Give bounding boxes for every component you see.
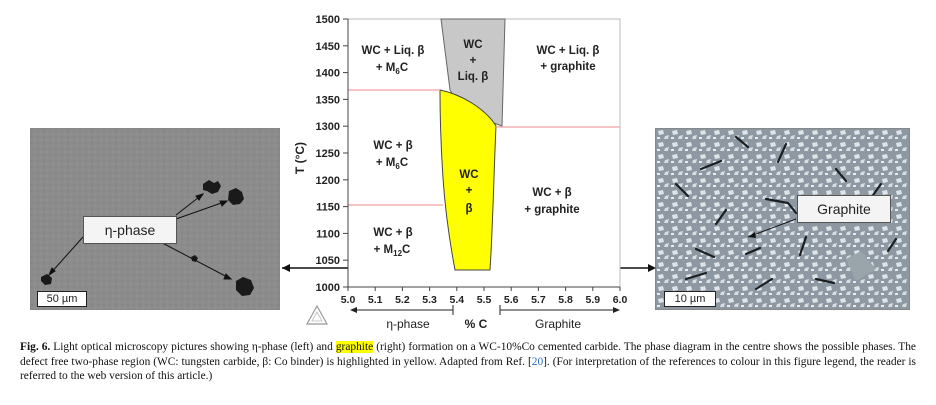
region-mid-left-line2: + M6C [376, 157, 408, 171]
x-tick-label: 5.1 [368, 294, 383, 306]
graphite-callout: Graphite [797, 195, 891, 223]
reference-link[interactable]: 20 [531, 355, 544, 368]
subscript: 12 [393, 249, 402, 258]
y-tick-label: 1200 [316, 175, 340, 187]
y-tick-label: 1000 [316, 282, 340, 294]
x-tick-label: 5.5 [477, 294, 492, 306]
region-bottom-left-line1: WC + β [373, 227, 412, 239]
region-top-left-line2: + M6C [376, 62, 408, 76]
region-top-right-line2: + graphite [540, 61, 595, 73]
boundary-lines [348, 89, 620, 206]
bottom-annotation: η-phase % C Graphite [350, 305, 620, 331]
region-bottom-left-text-c: C [402, 244, 410, 256]
subscript: 6 [395, 162, 400, 171]
region-mid-right-line1: WC + β [532, 187, 571, 199]
caption-text-1: Light optical microscopy pictures showin… [50, 341, 336, 353]
eta-phase-micrograph: η-phase 50 µm [30, 128, 280, 310]
x-tick-label: 6.0 [613, 294, 628, 306]
caption-text-2: (right) formation on a WC-10%Co cemented… [20, 341, 916, 368]
y-axis-label: T (°C) [293, 142, 307, 174]
x-tick-label: 5.3 [422, 294, 437, 306]
caption-text-3: ]. (For interpretation of the references… [20, 355, 916, 383]
y-tick-label: 1400 [316, 68, 340, 80]
graphite-micrograph: Graphite 10 µm [655, 128, 910, 310]
y-tick-label: 1300 [316, 121, 340, 133]
region-centre-line3: β [465, 203, 472, 215]
graphite-direction-label: Graphite [535, 317, 581, 331]
y-tick-label: 1350 [316, 94, 340, 106]
figure-label: Fig. 6. [20, 341, 51, 353]
region-mid-left-text-c: C [400, 157, 408, 169]
y-tick-label: 1500 [316, 14, 340, 26]
region-centre-line2: + [466, 185, 473, 197]
subscript: 6 [395, 67, 400, 76]
x-tick-label: 5.4 [449, 294, 464, 306]
scale-bar-label: 50 µm [46, 293, 78, 305]
x-tick-label: 5.8 [558, 294, 573, 306]
phase-diagram: 1500 1450 1400 1350 1300 1250 1200 1150 1100 1050… [293, 14, 628, 331]
y-tick-label: 1250 [316, 148, 340, 160]
two-phase-region [439, 89, 497, 271]
region-centre-line1: WC [459, 169, 478, 181]
region-top-left-line1: WC + Liq. β [362, 45, 425, 57]
region-bottom-left-text: + M [374, 244, 394, 256]
region-bottom-left-line2: + M12C [374, 244, 411, 258]
region-top-left-text-c: C [400, 62, 408, 74]
region-mid-right-line2: + graphite [524, 204, 579, 216]
x-axis: 5.0 5.1 5.2 5.3 5.4 5.5 5.6 5.7 5.8 5.9 6.0 [341, 286, 628, 306]
region-mid-left-text: + M [376, 157, 396, 169]
eta-phase-direction-label: η-phase [386, 317, 430, 331]
y-tick-label: 1450 [316, 41, 340, 53]
publisher-logo [305, 304, 329, 325]
y-axis: 1500 1450 1400 1350 1300 1250 1200 1150 1100 1050… [316, 14, 349, 294]
y-tick-label: 1150 [316, 202, 340, 214]
x-tick-label: 5.6 [504, 294, 519, 306]
x-tick-label: 5.7 [531, 294, 546, 306]
scale-bar-10um: 10 µm [664, 291, 716, 307]
x-tick-label: 5.9 [585, 294, 600, 306]
eta-phase-micrograph-image [31, 129, 279, 309]
scale-bar-label: 10 µm [674, 293, 706, 305]
region-top-centre-line1: WC [463, 39, 482, 51]
figure-caption: Fig. 6. Light optical microscopy picture… [20, 340, 916, 384]
eta-phase-callout: η-phase [83, 216, 177, 244]
region-top-centre-line2: + [470, 55, 477, 67]
region-top-centre-line3: Liq. β [458, 71, 489, 83]
y-tick-label: 1050 [316, 255, 340, 267]
region-top-right-line1: WC + Liq. β [537, 45, 600, 57]
x-axis-label: % C [465, 317, 488, 331]
x-tick-label: 5.0 [341, 294, 356, 306]
region-top-left-text: + M [376, 62, 396, 74]
x-tick-label: 5.2 [395, 294, 410, 306]
scale-bar-50um: 50 µm [37, 291, 87, 307]
y-tick-label: 1100 [316, 228, 340, 240]
caption-highlight: graphite [335, 341, 374, 353]
region-mid-left-line1: WC + β [373, 140, 412, 152]
